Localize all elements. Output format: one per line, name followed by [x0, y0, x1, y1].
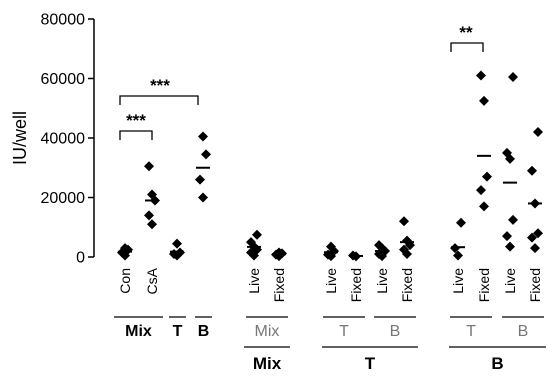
- group-label: T: [173, 323, 183, 340]
- significance-label: ***: [150, 76, 170, 95]
- group-label: Mix: [255, 323, 280, 340]
- x-tick-label: CsA: [144, 267, 160, 294]
- data-point: [144, 210, 154, 221]
- x-tick-label: Live: [374, 268, 390, 294]
- chart-marks: [117, 70, 543, 262]
- data-point: [533, 127, 543, 138]
- group-label: Mix: [253, 354, 282, 373]
- significance-bracket: [450, 42, 484, 52]
- y-tick-label: 20000: [41, 190, 86, 207]
- group-label: T: [466, 323, 476, 340]
- significance-label: **: [459, 23, 473, 42]
- data-point: [144, 161, 154, 172]
- data-point: [530, 243, 540, 254]
- data-point: [527, 165, 537, 176]
- data-point: [508, 214, 518, 225]
- significance-bracket: [119, 130, 153, 140]
- data-point: [402, 235, 412, 246]
- data-point: [479, 95, 489, 106]
- data-point: [502, 147, 512, 158]
- significance-label: ***: [126, 111, 146, 130]
- data-point: [527, 232, 537, 243]
- group-label: B: [198, 323, 210, 340]
- group-label: T: [339, 323, 349, 340]
- data-point: [505, 241, 515, 252]
- x-tick-label: Live: [450, 268, 466, 294]
- y-tick-label: 60000: [41, 71, 86, 88]
- x-tick-label: Fixed: [527, 268, 543, 302]
- group-label: B: [518, 323, 529, 340]
- data-point: [476, 185, 486, 196]
- x-tick-label: Fixed: [271, 268, 287, 302]
- data-point: [377, 251, 387, 262]
- significance-bracket: [119, 95, 199, 105]
- data-point: [201, 149, 211, 160]
- x-tick-label: Fixed: [348, 268, 364, 302]
- x-tick-label: Live: [323, 268, 339, 294]
- x-tick-label: Live: [502, 268, 518, 294]
- data-point: [252, 229, 262, 240]
- x-tick-label: Fixed: [399, 268, 415, 302]
- data-point: [508, 72, 518, 83]
- data-point: [172, 238, 182, 249]
- x-tick-label: Live: [246, 268, 262, 294]
- data-point: [147, 219, 157, 230]
- data-point: [198, 192, 208, 203]
- group-label: T: [365, 354, 376, 373]
- data-point: [476, 70, 486, 81]
- x-tick-label: Con: [117, 268, 133, 294]
- group-label: Mix: [125, 323, 152, 340]
- chart-axes: [88, 18, 546, 348]
- data-point: [456, 217, 466, 228]
- data-point: [453, 250, 463, 261]
- data-point: [399, 244, 409, 255]
- data-point: [479, 201, 489, 212]
- data-point: [502, 231, 512, 242]
- data-point: [147, 189, 157, 200]
- group-label: B: [491, 354, 503, 373]
- chart-labels: 0 20000 40000 60000 80000 IU/well Con CsA Live Fi…: [10, 12, 543, 374]
- y-tick-label: 80000: [41, 12, 86, 29]
- data-point: [533, 228, 543, 239]
- data-point: [198, 131, 208, 142]
- y-axis-label: IU/well: [10, 111, 30, 165]
- data-point: [246, 237, 256, 248]
- data-point: [120, 243, 130, 254]
- data-point: [482, 171, 492, 182]
- data-point: [374, 240, 384, 251]
- data-point: [195, 174, 205, 185]
- x-tick-label: Fixed: [476, 268, 492, 302]
- group-label: B: [390, 323, 401, 340]
- y-tick-label: 0: [76, 250, 85, 267]
- y-tick-label: 40000: [41, 131, 86, 148]
- data-point: [399, 216, 409, 227]
- data-point: [326, 241, 336, 252]
